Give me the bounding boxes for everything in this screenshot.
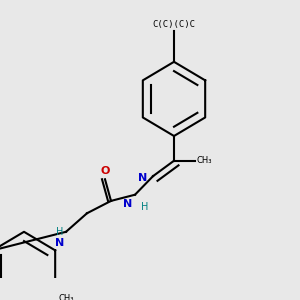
Text: N: N [123,200,132,209]
Text: N: N [55,238,64,248]
Text: CH₃: CH₃ [58,294,74,300]
Text: N: N [138,173,147,183]
Text: H: H [56,227,63,237]
Text: O: O [100,166,110,176]
Text: H: H [141,202,148,212]
Text: C(C)(C)C: C(C)(C)C [152,20,196,29]
Text: CH₃: CH₃ [196,156,212,165]
